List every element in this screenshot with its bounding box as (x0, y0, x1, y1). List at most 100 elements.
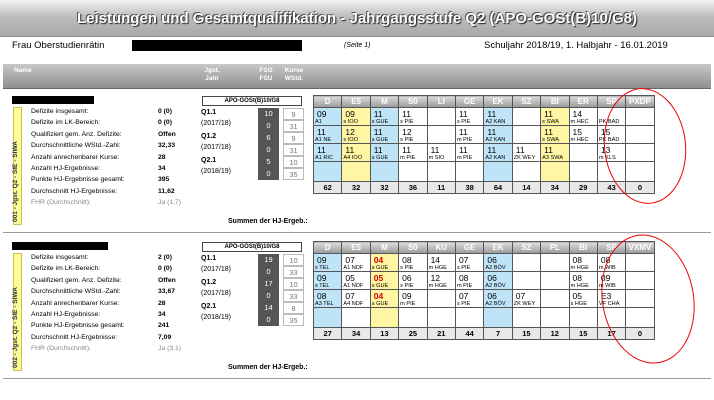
grade-cell[interactable] (625, 271, 655, 290)
empty-cell[interactable] (454, 307, 485, 328)
empty-cell[interactable] (540, 161, 570, 182)
grade-cell[interactable]: 09 s TEL (312, 271, 343, 290)
grade-cell[interactable]: 15 m HEC (568, 125, 598, 144)
grade-value: 06 (487, 273, 497, 283)
empty-cell[interactable] (568, 307, 598, 328)
grade-cell[interactable] (540, 289, 570, 308)
grade-cell[interactable]: 11 m PIE (454, 143, 485, 162)
grade-cell[interactable]: 11 s PIE (454, 107, 485, 126)
grade-cell[interactable]: 11 s GUE (369, 107, 400, 126)
empty-cell[interactable] (483, 161, 513, 182)
empty-cell[interactable] (369, 307, 400, 328)
empty-cell[interactable] (312, 307, 343, 328)
grade-cell[interactable]: 07 A1 NDF (341, 253, 371, 272)
grade-cell[interactable]: 08 m HGE (568, 271, 598, 290)
grade-cell[interactable] (568, 143, 598, 162)
empty-cell[interactable] (312, 161, 343, 182)
grade-cell[interactable]: 11 A2 KAN (483, 107, 513, 126)
empty-cell[interactable] (596, 161, 627, 182)
grade-cell[interactable]: 06 A2 BÖV (483, 271, 513, 290)
grade-cell[interactable]: 12 m HGE (426, 271, 456, 290)
grade-cell[interactable]: 04 s GUE (369, 289, 400, 308)
grade-cell[interactable] (511, 271, 542, 290)
wstd-value: 10 (283, 254, 304, 266)
empty-cell[interactable] (511, 161, 542, 182)
grade-cell[interactable]: 11 A3 SWA (540, 143, 570, 162)
course-tag: A2 KAN (485, 119, 506, 125)
grade-cell[interactable]: 09 A1 (312, 107, 343, 126)
empty-cell[interactable] (540, 307, 570, 328)
grade-cell[interactable]: 04 s GUE (369, 253, 400, 272)
grade-cell[interactable] (426, 107, 456, 126)
grade-cell[interactable]: 11 A4 IOO (341, 143, 371, 162)
grade-cell[interactable]: 12 s PIE (398, 125, 428, 144)
grade-value: 04 (373, 291, 384, 301)
header-jgst: Jgst. Jahr (204, 67, 220, 82)
grade-cell[interactable]: 05 s HGE (568, 289, 598, 308)
period-name: Q1.1 (201, 255, 217, 262)
grade-cell[interactable]: 08 s PIE (398, 253, 428, 272)
grade-cell[interactable] (511, 253, 542, 272)
grade-cell[interactable]: 11 A2 KAN (483, 143, 513, 162)
grade-cell[interactable]: 14 m HEC (568, 107, 598, 126)
grade-cell[interactable] (540, 253, 570, 272)
grade-cell[interactable]: 08 m PIE (454, 271, 485, 290)
grade-cell[interactable]: 08 A3 TEL (312, 289, 343, 308)
grade-cell[interactable]: 11 A1 NE (312, 125, 343, 144)
grade-cell[interactable]: 05 A1 NDF (341, 271, 371, 290)
grade-cell[interactable]: 11 s PIE (398, 107, 428, 126)
grade-cell[interactable] (511, 107, 542, 126)
grade-cell[interactable] (426, 289, 456, 308)
grade-cell[interactable]: 08 m WIB (596, 253, 627, 272)
grade-cell[interactable]: 11 m PIE (454, 125, 485, 144)
empty-cell[interactable] (341, 161, 371, 182)
grade-cell[interactable]: E3 VF CHA (596, 289, 627, 308)
grade-cell[interactable]: 07 s PIE (454, 289, 485, 308)
grade-cell[interactable]: 11 s GUE (369, 143, 400, 162)
course-tag: A1 NDF (343, 283, 364, 289)
period-year: (2017/18) (201, 266, 231, 273)
empty-cell[interactable] (454, 161, 485, 182)
grade-cell[interactable]: 11 m SIO (426, 143, 456, 162)
grade-cell[interactable] (540, 271, 570, 290)
subject-header: GE (454, 241, 485, 254)
grade-cell[interactable]: 14 m HGE (426, 253, 456, 272)
grade-cell[interactable]: 09 m PIE (398, 289, 428, 308)
grade-cell[interactable]: 11 A2 KAN (483, 125, 513, 144)
grade-cell[interactable]: 07 A4 NDF (341, 289, 371, 308)
grade-cell[interactable]: 11 A1 RIC (312, 143, 343, 162)
grade-cell[interactable]: 07 s PIE (454, 253, 485, 272)
empty-cell[interactable] (511, 307, 542, 328)
grade-cell[interactable]: 09 s IOO (341, 107, 371, 126)
grade-cell[interactable]: 12 s IOO (341, 125, 371, 144)
grade-cell[interactable] (511, 125, 542, 144)
grade-cell[interactable]: 11 s GUE (369, 125, 400, 144)
grade-value: 11 (487, 127, 497, 137)
empty-cell[interactable] (426, 307, 456, 328)
stat-label: Anzahl HJ-Ergebnisse: (31, 311, 101, 318)
grade-cell[interactable]: 11 ZK WEY (511, 143, 542, 162)
empty-cell[interactable] (398, 307, 428, 328)
stat-value: 0 (0) (158, 119, 172, 127)
grade-cell[interactable]: 09 s TEL (312, 253, 343, 272)
empty-cell[interactable] (483, 307, 513, 328)
empty-cell[interactable] (369, 161, 400, 182)
grade-cell[interactable]: 05 s GUE (369, 271, 400, 290)
grade-cell[interactable]: 07 ZK WEY (511, 289, 542, 308)
empty-cell[interactable] (426, 161, 456, 182)
grade-cell[interactable]: 08 m HGE (568, 253, 598, 272)
grade-cell[interactable]: 11 m PIE (398, 143, 428, 162)
grade-cell[interactable]: 06 A2 BÖV (483, 289, 513, 308)
grade-cell[interactable]: 13 m KLS (596, 143, 627, 162)
grade-cell[interactable]: 06 s PIE (398, 271, 428, 290)
wstd-value: 10 (283, 278, 304, 290)
grade-cell[interactable] (426, 125, 456, 144)
grade-cell[interactable]: 06 A2 BÖV (483, 253, 513, 272)
grade-value: 04 (373, 255, 384, 265)
empty-cell[interactable] (341, 307, 371, 328)
course-tag: A1 RIC (315, 155, 334, 161)
grade-cell[interactable]: 11 s SWA (540, 107, 570, 126)
grade-cell[interactable]: 11 s SWA (540, 125, 570, 144)
empty-cell[interactable] (398, 161, 428, 182)
empty-cell[interactable] (568, 161, 598, 182)
